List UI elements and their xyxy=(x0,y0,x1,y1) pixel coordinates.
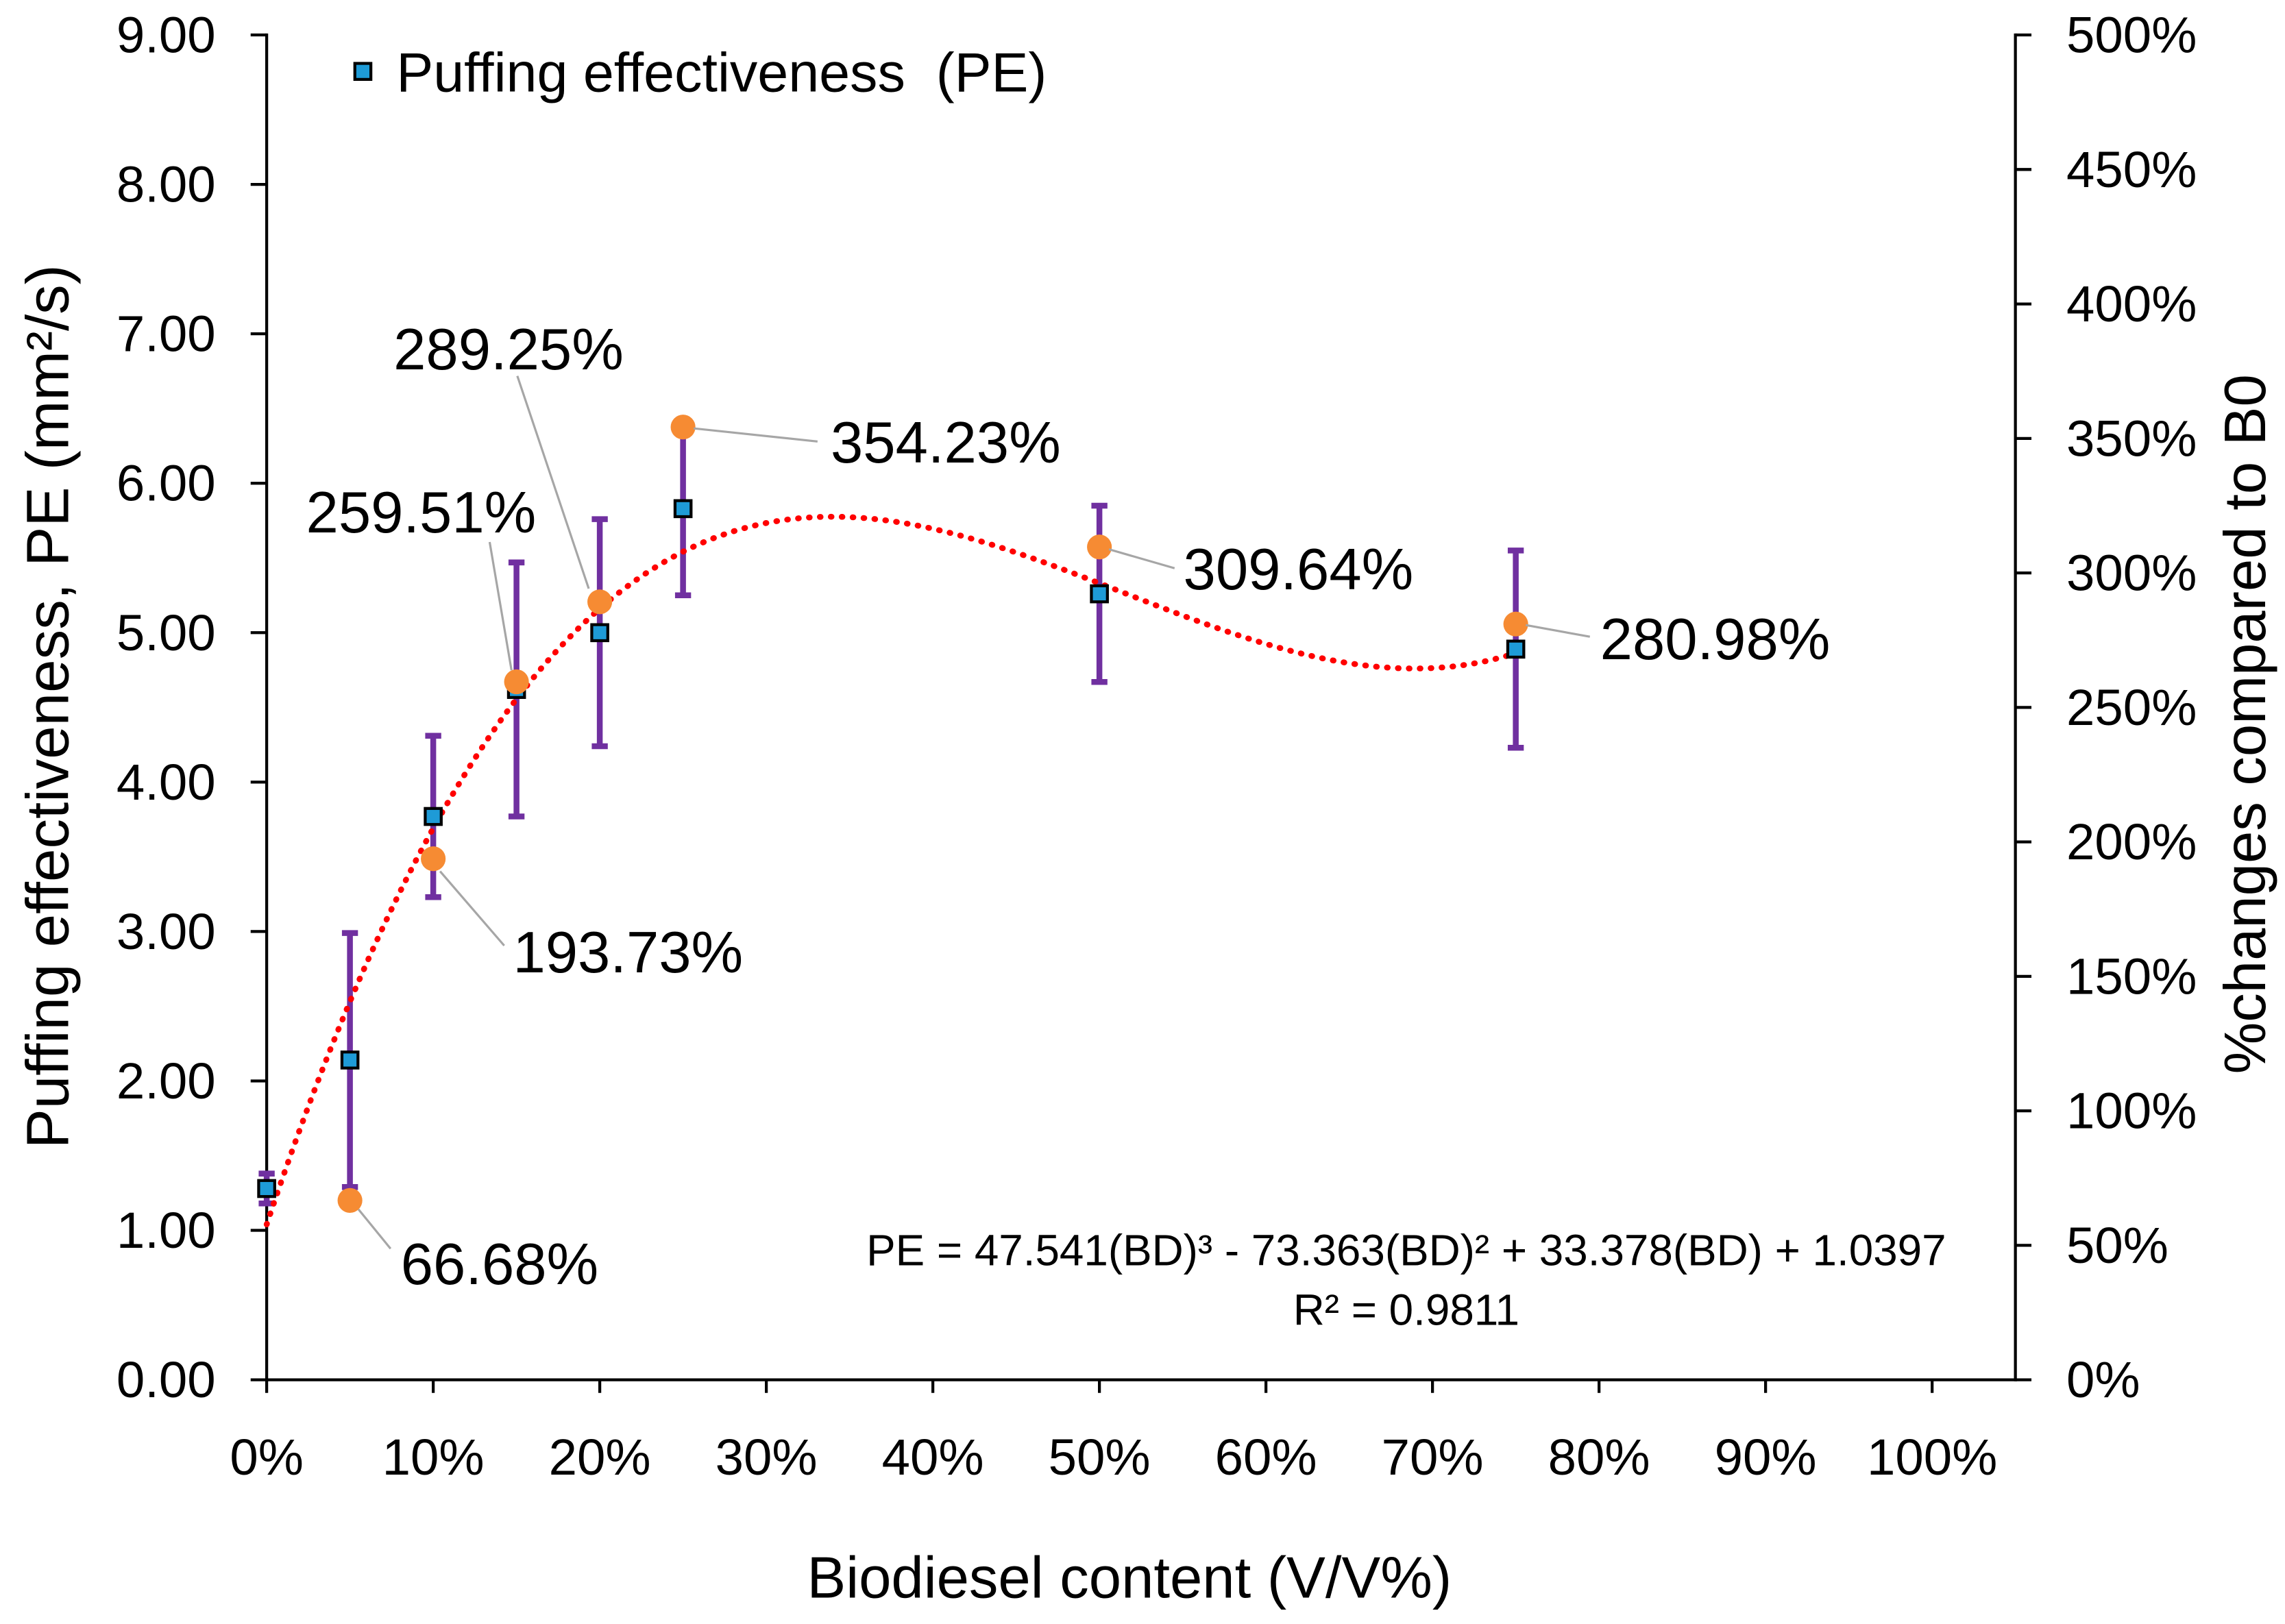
pe-data-point xyxy=(1090,584,1109,604)
change-data-label: 354.23% xyxy=(831,410,1061,476)
x-tick-label: 60% xyxy=(1215,1429,1317,1486)
y-tick-label: 4.00 xyxy=(117,754,216,811)
y2-tick-label: 350% xyxy=(2066,410,2197,467)
y-tick-label: 2.00 xyxy=(117,1053,216,1109)
trendline-equation: PE = 47.541(BD)³ - 73.363(BD)² + 33.378(… xyxy=(866,1225,1946,1275)
leader-lines xyxy=(357,376,1591,1250)
x-tick-label: 30% xyxy=(716,1429,818,1486)
pe-data-point xyxy=(590,623,609,643)
y-tick-label: 7.00 xyxy=(117,306,216,362)
x-tick-label: 50% xyxy=(1049,1429,1151,1486)
x-tick-label: 100% xyxy=(1867,1429,1997,1486)
x-tick-label: 90% xyxy=(1715,1429,1817,1486)
pe-data-point xyxy=(424,807,443,826)
change-data-point xyxy=(337,1188,363,1213)
change-data-point xyxy=(421,846,446,872)
y2-tick-label: 400% xyxy=(2066,275,2197,332)
x-axis-title: Biodiesel content (V/V%) xyxy=(807,1545,1452,1610)
trendline-group xyxy=(263,513,1519,1228)
label-leader-line xyxy=(516,376,590,589)
label-leader-line xyxy=(357,1208,392,1250)
ticks: 0.00 1.00 2.00 3.00 4.00 5.00 6.00 7.00 8.00 9.00… xyxy=(117,7,2197,1486)
y-tick-label: 5.00 xyxy=(117,604,216,661)
legend-label-pe: Puffing effectiveness (PE) xyxy=(396,42,1047,103)
legend: Puffing effectiveness (PE) xyxy=(353,42,1047,103)
y-tick-label: 0.00 xyxy=(117,1351,216,1408)
label-leader-line xyxy=(439,870,505,947)
change-data-point xyxy=(670,415,696,440)
y2-tick-label: 450% xyxy=(2066,141,2197,198)
y-tick-label: 6.00 xyxy=(117,455,216,512)
axes xyxy=(265,33,2017,1381)
change-data-point xyxy=(1503,611,1528,637)
y2-tick-label: 250% xyxy=(2066,679,2197,736)
label-leader-line xyxy=(488,541,513,671)
x-tick-label: 0% xyxy=(230,1429,304,1486)
change-data-point xyxy=(1087,534,1112,560)
x-tick-label: 70% xyxy=(1382,1429,1484,1486)
pe-data-point xyxy=(340,1050,360,1070)
pe-data-point xyxy=(673,499,693,519)
y2-tick-label: 50% xyxy=(2066,1217,2168,1274)
y-tick-label: 9.00 xyxy=(117,7,216,64)
y-axis-title: Puffing effectiveness, PE (mm²/s) xyxy=(15,264,82,1148)
trendline xyxy=(263,513,1519,1228)
change-data-label: 259.51% xyxy=(306,480,537,545)
legend-marker-pe xyxy=(353,62,373,82)
label-leader-line xyxy=(1108,548,1175,569)
change-data-label: 309.64% xyxy=(1184,537,1414,602)
x-tick-label: 40% xyxy=(882,1429,984,1486)
y2-tick-label: 0% xyxy=(2066,1351,2140,1408)
y2-tick-label: 100% xyxy=(2066,1083,2197,1140)
y2-tick-label: 200% xyxy=(2066,813,2197,870)
label-leader-line xyxy=(693,427,818,443)
y2-tick-label: 500% xyxy=(2066,7,2197,64)
y-tick-label: 1.00 xyxy=(117,1202,216,1259)
y2-tick-label: 300% xyxy=(2066,545,2197,602)
label-leader-line xyxy=(1525,624,1591,638)
y2-tick-label: 150% xyxy=(2066,948,2197,1005)
change-data-point xyxy=(504,669,529,695)
data-labels: 66.68% 193.73% 259.51% 289.25% 354.23% 309.64… xyxy=(306,317,1831,1297)
change-series xyxy=(337,415,1528,1213)
y-tick-label: 8.00 xyxy=(117,156,216,213)
y2-axis-title: %changes compared to B0 xyxy=(2213,374,2278,1074)
x-tick-label: 80% xyxy=(1548,1429,1650,1486)
change-data-point xyxy=(587,589,613,615)
x-tick-label: 10% xyxy=(382,1429,485,1486)
change-data-label: 280.98% xyxy=(1600,607,1831,672)
change-data-label: 289.25% xyxy=(393,317,624,382)
pe-data-point xyxy=(257,1179,276,1198)
change-data-label: 193.73% xyxy=(513,920,743,985)
y-tick-label: 3.00 xyxy=(117,903,216,960)
trendline-r-squared: R² = 0.9811 xyxy=(1293,1285,1519,1335)
pe-data-point xyxy=(1506,639,1526,659)
change-data-label: 66.68% xyxy=(401,1232,598,1297)
pe-series xyxy=(257,499,1526,1198)
x-tick-label: 20% xyxy=(549,1429,651,1486)
